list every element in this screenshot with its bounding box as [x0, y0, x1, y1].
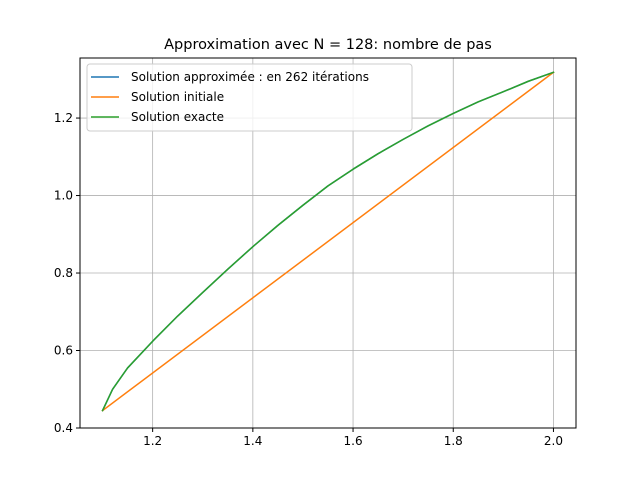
x-tick-label: 2.0 — [544, 434, 563, 448]
y-tick-label: 0.4 — [54, 421, 73, 435]
x-tick-label: 1.6 — [344, 434, 363, 448]
legend: Solution approximée : en 262 itérations S… — [86, 63, 413, 132]
legend-label-1: Solution approximée : en 262 itérations — [131, 70, 369, 84]
axis-ticks: 1.2 1.4 1.6 1.8 2.0 0.4 0.6 0.8 1.0 1.2 — [54, 111, 563, 448]
y-tick-label: 0.6 — [54, 344, 73, 358]
legend-label-3: Solution exacte — [131, 110, 224, 124]
series-line-2 — [101, 71, 555, 412]
y-tick-label: 1.2 — [54, 111, 73, 125]
x-tick-label: 1.4 — [243, 434, 262, 448]
plot-frame — [79, 57, 577, 429]
legend-box — [86, 63, 413, 132]
y-tick-label: 0.8 — [54, 266, 73, 280]
chart-title: Approximation avec N = 128: nombre de pa… — [164, 37, 492, 53]
x-tick-label: 1.8 — [444, 434, 463, 448]
x-tick-label: 1.2 — [143, 434, 162, 448]
y-tick-label: 1.0 — [54, 189, 73, 203]
series-lines — [101, 71, 555, 412]
series-line-3 — [101, 71, 555, 412]
legend-label-2: Solution initiale — [131, 90, 224, 104]
